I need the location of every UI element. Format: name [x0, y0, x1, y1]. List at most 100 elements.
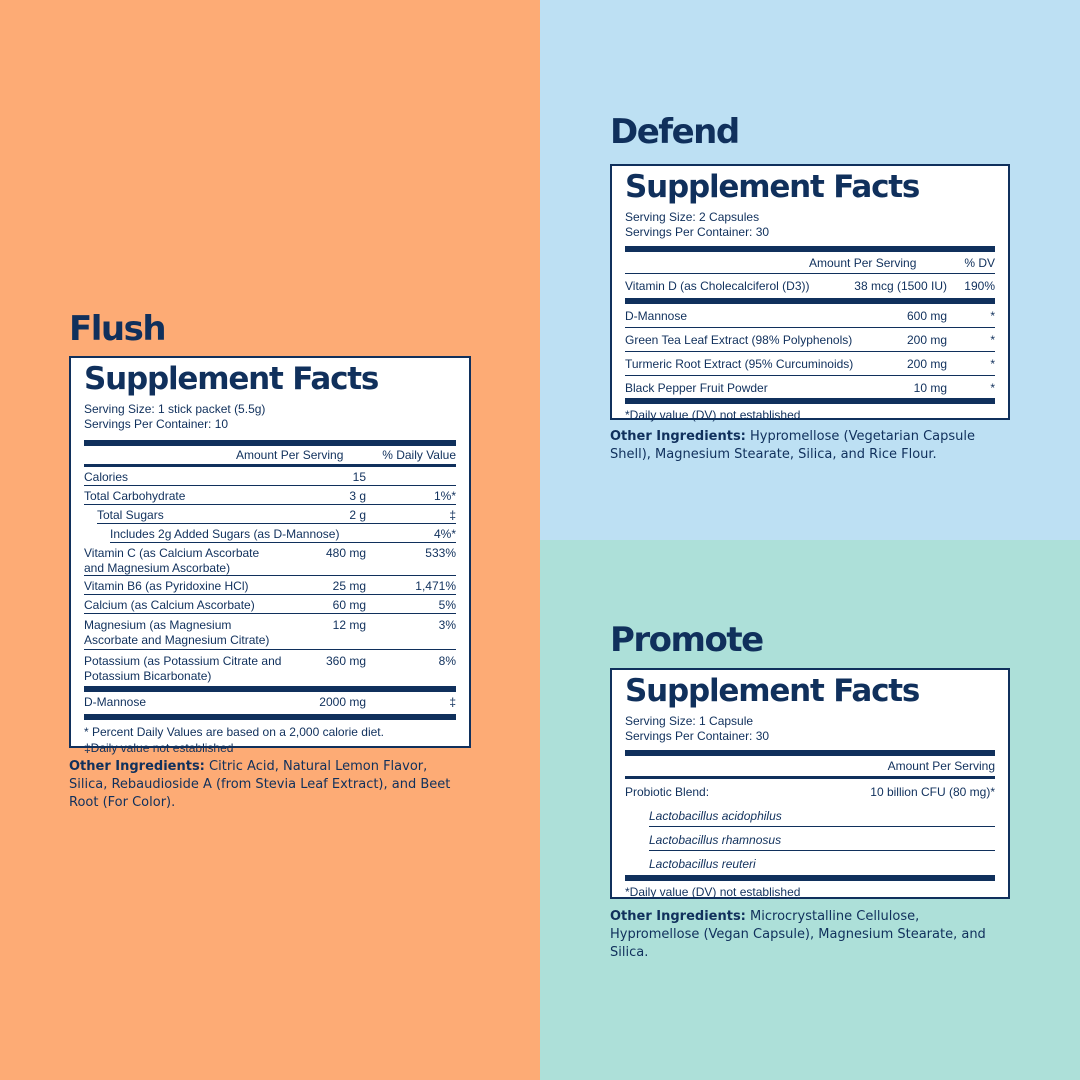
defend-supplement-facts: Supplement Facts Serving Size: 2 Capsule… [610, 164, 1010, 422]
column-header: Amount Per Serving [625, 756, 995, 779]
nutrient-amount: 3 g [349, 489, 366, 503]
amount-header: Amount Per Serving [236, 448, 344, 462]
serving-size: Serving Size: 1 stick packet (5.5g) [84, 402, 266, 416]
flush-product-title: Flush [69, 309, 167, 349]
nutrient-amount: 25 mg [332, 579, 366, 593]
nutrient-amount: 480 mg [325, 546, 366, 560]
column-header: Amount Per Serving % Daily Value [84, 446, 456, 467]
divider [625, 246, 995, 252]
dv-header: % Daily Value [382, 448, 456, 462]
blend-name: Probiotic Blend: [625, 785, 710, 799]
nutrient-row: Magnesium (as Magnesium Ascorbate and Ma… [84, 614, 456, 650]
defend-product-title: Defend [610, 112, 740, 152]
nutrient-name: Total Carbohydrate [84, 489, 186, 503]
nutrient-name: Includes 2g Added Sugars (as D-Mannose) [110, 527, 340, 541]
nutrient-row: Vitamin D (as Cholecalciferol (D3)) 38 m… [625, 274, 995, 298]
nutrient-amount: 200 mg [906, 357, 947, 371]
servings-per-container: Servings Per Container: 10 [84, 417, 229, 431]
other-ingredients-text: Hypromellose (Vegetarian Capsule Shell),… [610, 429, 975, 462]
nutrient-name: Black Pepper Fruit Powder [625, 381, 768, 395]
serving-size: Serving Size: 2 Capsules [625, 210, 760, 224]
nutrient-name: Turmeric Root Extract (95% Curcuminoids) [625, 357, 854, 371]
nutrient-dv: * [990, 309, 995, 323]
nutrient-dv: * [990, 357, 995, 371]
servings-per-container: Servings Per Container: 30 [625, 225, 770, 239]
nutrient-amount: 2000 mg [319, 695, 366, 709]
servings-per-container: Servings Per Container: 30 [625, 729, 770, 743]
nutrient-row: Includes 2g Added Sugars (as D-Mannose) … [110, 524, 456, 543]
nutrient-amount: 600 mg [906, 309, 947, 323]
nutrient-amount: 15 [352, 470, 366, 484]
other-ingredients-text: Citric Acid, Natural Lemon Flavor, Silic… [69, 759, 451, 810]
flush-supplement-facts: Supplement Facts Serving Size: 1 stick p… [69, 356, 471, 755]
nutrient-name: Vitamin B6 (as Pyridoxine HCl) [84, 579, 249, 593]
facts-title: Supplement Facts [625, 169, 920, 205]
amount-header: Amount Per Serving [809, 255, 917, 270]
nutrient-name: D-Mannose [84, 695, 147, 709]
flush-other-ingredients: Other Ingredients: Citric Acid, Natural … [69, 758, 469, 812]
nutrient-amount: 12 mg [332, 618, 366, 632]
nutrient-row: Total Carbohydrate 3 g 1%* [84, 486, 456, 505]
nutrient-dv: ‡ [449, 508, 456, 522]
nutrient-name: Total Sugars [97, 508, 164, 522]
nutrient-row: Calcium (as Calcium Ascorbate) 60 mg 5% [84, 595, 456, 614]
other-ingredients-label: Other Ingredients: [69, 759, 205, 774]
nutrient-dv: 1,471% [415, 579, 456, 593]
nutrient-amount: 10 mg [913, 381, 947, 395]
column-header: Amount Per Serving % DV [625, 252, 995, 274]
amount-header: Amount Per Serving [887, 759, 995, 773]
blend-amount: 10 billion CFU (80 mg)* [870, 785, 995, 799]
divider [84, 440, 456, 446]
nutrient-amount: 2 g [349, 508, 366, 522]
strain-name: Lactobacillus acidophilus [649, 809, 782, 823]
strain-name: Lactobacillus rhamnosus [649, 833, 782, 847]
nutrient-dv: 5% [438, 598, 456, 612]
defend-other-ingredients: Other Ingredients: Hypromellose (Vegetar… [610, 428, 1010, 464]
nutrient-dv: 1%* [433, 489, 456, 503]
nutrient-amount: 60 mg [332, 598, 366, 612]
other-ingredients-label: Other Ingredients: [610, 429, 746, 444]
divider [625, 398, 995, 404]
nutrient-row: Potassium (as Potassium Citrate and Pota… [84, 650, 456, 686]
footnote: ‡Daily value not established [84, 741, 234, 755]
nutrient-row: Vitamin B6 (as Pyridoxine HCl) 25 mg 1,4… [84, 576, 456, 595]
nutrient-dv: 4%* [433, 527, 456, 541]
footnote: *Daily value (DV) not established [625, 408, 801, 422]
promote-product-title: Promote [610, 620, 764, 660]
strain-row: Lactobacillus reuteri [649, 851, 995, 875]
divider [84, 714, 456, 720]
nutrient-dv: 8% [438, 654, 456, 668]
nutrient-row: Calories 15 [84, 467, 456, 486]
promote-supplement-facts: Supplement Facts Serving Size: 1 Capsule… [610, 668, 1010, 899]
facts-title: Supplement Facts [625, 673, 920, 709]
nutrient-amount: 200 mg [906, 333, 947, 347]
dv-header: % DV [964, 255, 995, 270]
strain-row: Lactobacillus acidophilus [649, 803, 995, 827]
nutrient-name: Calcium (as Calcium Ascorbate) [84, 598, 255, 612]
nutrient-amount: 38 mcg (1500 IU) [854, 279, 947, 293]
divider [625, 298, 995, 304]
nutrient-dv: ‡ [449, 695, 456, 709]
nutrient-dv: * [990, 333, 995, 347]
nutrient-name: Potassium (as Potassium Citrate and Pota… [84, 654, 282, 683]
footnote: * Percent Daily Values are based on a 2,… [84, 725, 384, 739]
facts-title: Supplement Facts [84, 361, 379, 397]
nutrient-row: Vitamin C (as Calcium Ascorbate and Magn… [84, 543, 456, 576]
divider [625, 750, 995, 756]
nutrient-name: Vitamin D (as Cholecalciferol (D3)) [625, 279, 810, 293]
other-ingredients-label: Other Ingredients: [610, 909, 746, 924]
serving-size: Serving Size: 1 Capsule [625, 714, 754, 728]
strain-name: Lactobacillus reuteri [649, 857, 756, 871]
nutrient-row: D-Mannose 600 mg * [625, 304, 995, 328]
nutrient-row: Total Sugars 2 g ‡ [97, 505, 456, 524]
divider [625, 875, 995, 881]
nutrient-dv: 3% [438, 618, 456, 632]
nutrient-row: Green Tea Leaf Extract (98% Polyphenols)… [625, 328, 995, 352]
strain-row: Lactobacillus rhamnosus [649, 827, 995, 851]
nutrient-name: Magnesium (as Magnesium Ascorbate and Ma… [84, 618, 270, 647]
promote-other-ingredients: Other Ingredients: Microcrystalline Cell… [610, 908, 1010, 962]
nutrient-row: D-Mannose 2000 mg ‡ [84, 692, 456, 712]
nutrient-dv: 533% [425, 546, 456, 560]
nutrient-dv: 190% [964, 279, 995, 293]
divider [84, 686, 456, 692]
